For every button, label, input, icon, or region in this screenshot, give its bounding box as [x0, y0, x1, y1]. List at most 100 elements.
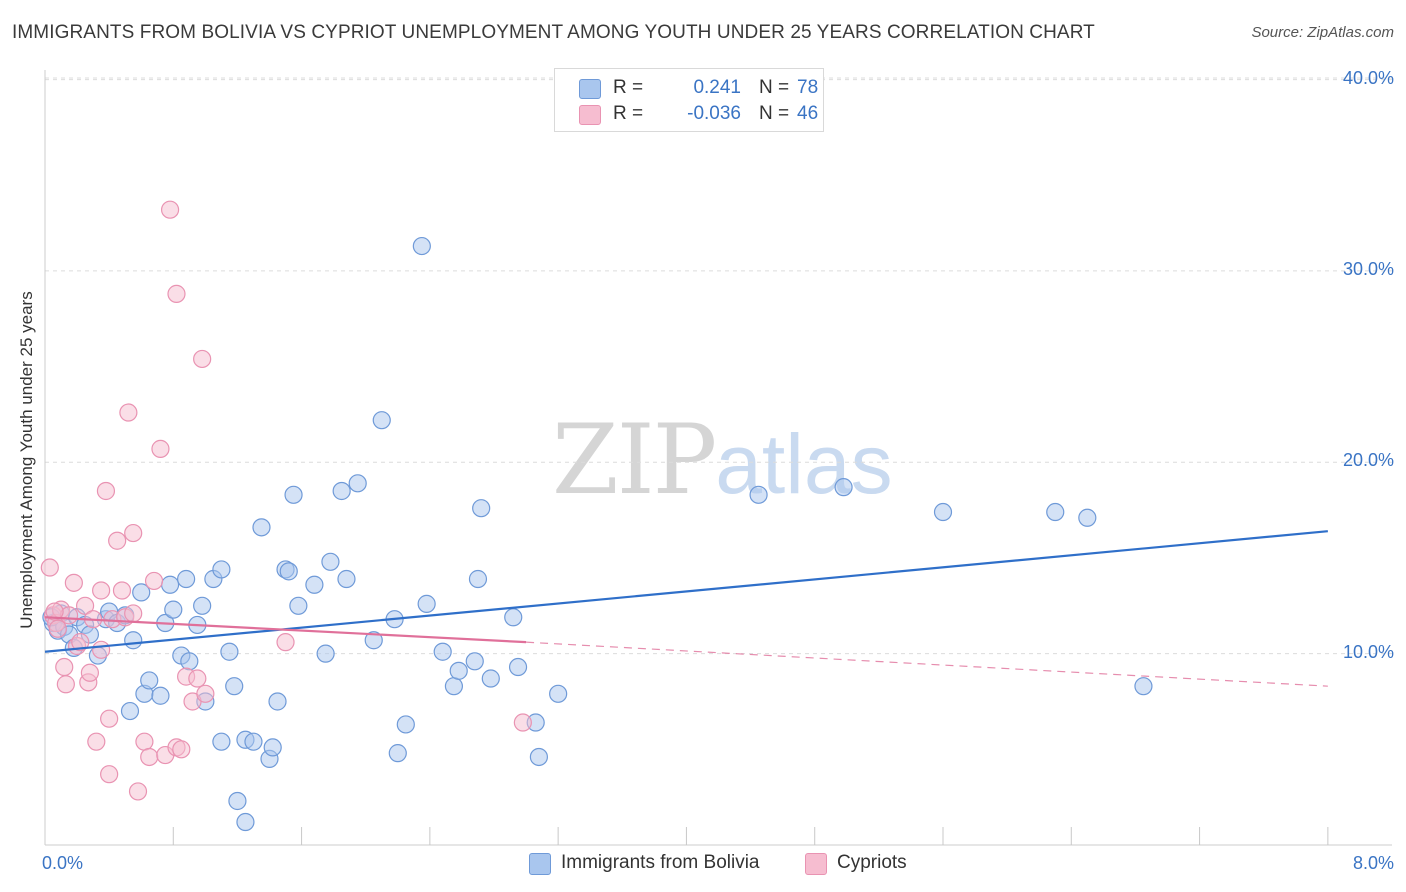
legend-swatch-blue: [529, 853, 551, 875]
legend-swatch-blue: [579, 79, 601, 99]
data-point-bolivia: [225, 677, 244, 696]
data-point-cypriots: [144, 571, 164, 591]
data-point-bolivia: [468, 569, 488, 589]
y-tick-label: 10.0%: [1342, 641, 1394, 662]
legend-swatch-pink: [579, 105, 601, 125]
data-point-cypriots: [80, 663, 100, 682]
trend-line-bolivia: [44, 530, 1328, 653]
legend-r-value: -0.036: [687, 103, 741, 124]
data-point-cypriots: [87, 732, 106, 751]
watermark-atlas: atlas: [715, 417, 893, 511]
data-point-cypriots: [124, 523, 143, 543]
legend-n-value: 46: [797, 103, 819, 124]
data-point-cypriots: [45, 602, 64, 621]
legend-label: Immigrants from Bolivia: [561, 852, 760, 873]
x-tick-label: 0.0%: [42, 853, 84, 873]
data-point-bolivia: [252, 518, 271, 537]
legend-r-label: R =: [613, 77, 644, 98]
data-point-cypriots: [172, 740, 191, 759]
series-immigrants-from-bolivia: [42, 236, 1153, 832]
data-point-bolivia: [549, 684, 568, 703]
data-point-cypriots: [160, 200, 180, 219]
data-point-bolivia: [444, 677, 464, 696]
data-point-cypriots: [112, 581, 132, 600]
data-point-cypriots: [100, 765, 119, 784]
data-point-bolivia: [1134, 677, 1153, 696]
source-label: Source: ZipAtlas.com: [1251, 24, 1394, 41]
data-point-cypriots: [193, 349, 212, 369]
data-point-bolivia: [305, 575, 324, 594]
data-point-bolivia: [449, 661, 468, 680]
data-point-bolivia: [212, 732, 231, 751]
data-point-bolivia: [348, 474, 367, 493]
data-point-bolivia: [120, 701, 140, 721]
trend-line-cypriots: [44, 616, 527, 644]
data-point-cypriots: [196, 684, 215, 703]
data-point-bolivia: [160, 575, 180, 594]
data-point-bolivia: [263, 738, 282, 757]
y-axis-label: Unemployment Among Youth under 25 years: [17, 291, 36, 629]
data-point-bolivia: [481, 669, 500, 688]
data-point-bolivia: [132, 583, 151, 602]
data-point-bolivia: [212, 560, 231, 579]
data-point-cypriots: [128, 782, 148, 801]
data-point-bolivia: [504, 608, 523, 627]
x-tick-label: 8.0%: [1352, 853, 1394, 873]
legend-n-label: N =: [759, 77, 790, 98]
data-point-bolivia: [364, 631, 383, 650]
grid-lines: [45, 77, 1392, 655]
y-tick-label: 20.0%: [1342, 450, 1394, 471]
legend-swatch-pink: [805, 853, 827, 875]
data-point-bolivia: [529, 747, 549, 767]
data-point-bolivia: [433, 642, 452, 661]
data-point-bolivia: [417, 594, 436, 613]
data-point-bolivia: [140, 671, 159, 690]
data-point-cypriots: [188, 669, 207, 688]
chart-title: IMMIGRANTS FROM BOLIVIA VS CYPRIOT UNEMP…: [12, 22, 1095, 43]
data-point-bolivia: [933, 502, 953, 522]
data-point-bolivia: [244, 732, 263, 751]
data-point-bolivia: [396, 715, 415, 734]
data-point-cypriots: [119, 403, 138, 422]
legend-n-value: 78: [797, 77, 819, 98]
data-point-cypriots: [48, 619, 67, 638]
data-point-cypriots: [140, 747, 159, 767]
y-tick-label: 30.0%: [1342, 258, 1394, 279]
data-point-cypriots: [276, 633, 295, 652]
data-point-bolivia: [388, 744, 407, 763]
data-point-cypriots: [124, 604, 143, 623]
data-point-bolivia: [228, 791, 247, 811]
data-point-bolivia: [164, 600, 183, 619]
legend-label: Cypriots: [837, 852, 907, 873]
series-cypriots: [40, 200, 532, 801]
data-point-bolivia: [220, 642, 239, 661]
data-point-bolivia: [151, 686, 170, 705]
data-point-bolivia: [412, 236, 431, 256]
data-point-cypriots: [96, 481, 116, 501]
correlation-legend: R = 0.241 N = 78 R = -0.036 N = 46: [554, 68, 824, 132]
legend-r-value: 0.241: [693, 77, 741, 98]
data-point-bolivia: [268, 692, 287, 711]
data-point-cypriots: [100, 709, 119, 728]
data-point-cypriots: [513, 713, 532, 732]
data-point-bolivia: [472, 499, 491, 518]
data-point-bolivia: [465, 652, 484, 671]
data-point-cypriots: [167, 284, 186, 303]
data-point-bolivia: [1078, 508, 1097, 527]
data-point-bolivia: [236, 812, 255, 832]
data-point-bolivia: [508, 657, 528, 677]
y-axis-label-wrap: Unemployment Among Youth under 25 years: [10, 260, 44, 660]
data-point-bolivia: [284, 485, 303, 504]
data-point-cypriots: [55, 657, 74, 677]
data-point-cypriots: [151, 439, 170, 458]
data-point-cypriots: [92, 640, 111, 659]
data-point-bolivia: [279, 562, 298, 581]
data-point-bolivia: [193, 596, 212, 615]
axes: [44, 70, 1392, 846]
trend-lines: [44, 530, 1328, 687]
watermark-zip: ZIP: [552, 404, 717, 516]
data-point-cypriots: [64, 573, 83, 592]
data-point-bolivia: [749, 485, 768, 504]
data-point-bolivia: [332, 481, 351, 501]
